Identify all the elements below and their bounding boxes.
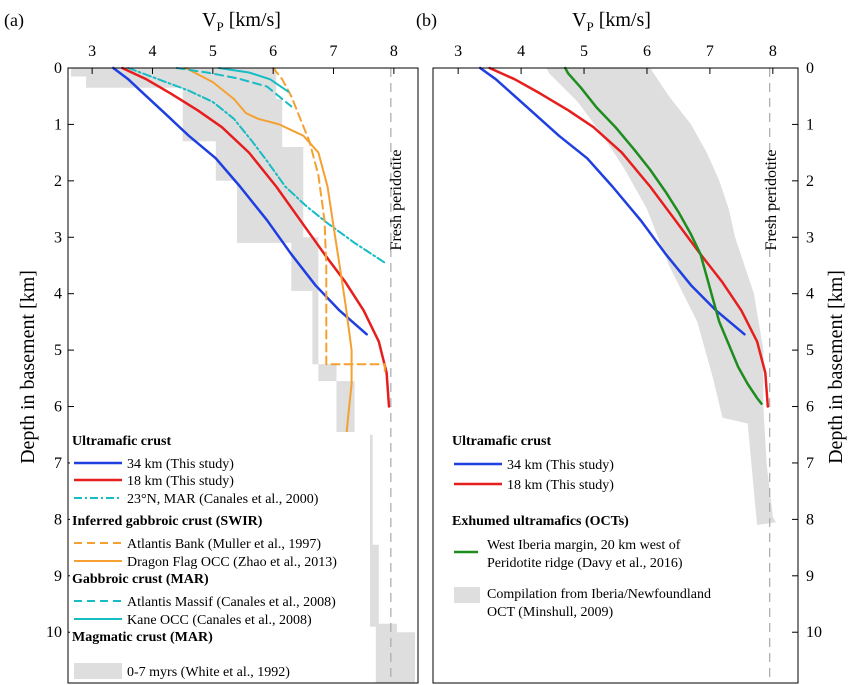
y-tick-label: 3: [806, 229, 814, 246]
legend-swatch-white-1992: [74, 663, 122, 679]
y-tick-label: 7: [806, 455, 814, 472]
y-tick-label: 9: [54, 568, 62, 585]
panel-b-y-ticks: 0 1 2 3 4 5 6 7 8 9 10: [792, 60, 822, 641]
panel-a-legend: Ultramafic crust 34 km (This study) 18 k…: [70, 432, 370, 682]
y-tick-label: 10: [46, 624, 62, 641]
y-tick-label: 5: [54, 342, 62, 359]
panel-b-legend-background: [450, 432, 735, 632]
x-tick-label: 6: [643, 43, 651, 60]
panel-b-legend: Ultramafic crust 34 km (This study) 18 k…: [450, 432, 735, 632]
panel-a-frame: [67, 67, 419, 684]
y-tick-label: 5: [806, 342, 814, 359]
x-title-unit: [km/s]: [224, 9, 281, 31]
legend-heading-gabbroic-mar: Gabbroic crust (MAR): [72, 572, 209, 587]
panel-a-tag: (a): [4, 10, 24, 31]
x-tick-label: 7: [330, 43, 338, 60]
y-tick-label: 2: [54, 173, 62, 190]
x-tick-label: 6: [269, 43, 277, 60]
panel-b: 3 4 5 6 7 8 0 1 2 3 4 5 6 7 8 9 10: [432, 43, 822, 684]
panel-a-x-axis-title: VP [km/s]: [202, 9, 281, 34]
series-line-b-1: [488, 66, 770, 408]
y-tick-label: 8: [54, 511, 62, 528]
series-line-a-4: [184, 67, 353, 445]
legend-label-34km: 34 km (This study): [127, 457, 234, 472]
panel-b-series: [478, 66, 770, 408]
legend-heading-inferred-gabbroic: Inferred gabbroic crust (SWIR): [72, 514, 263, 529]
legend-label-23n-mar: 23°N, MAR (Canales et al., 2000): [127, 492, 319, 507]
panel-a: 3 4 5 6 7 8 0 1 2 3 4 5 6 7 8 9 10: [46, 43, 419, 684]
legend-b-label-34km: 34 km (This study): [507, 458, 614, 473]
y-tick-label: 1: [806, 116, 814, 133]
x-tick-label: 5: [580, 43, 588, 60]
panel-a-series: [112, 66, 391, 445]
y-tick-label: 0: [806, 60, 814, 77]
legend-heading-magmatic: Magmatic crust (MAR): [72, 630, 213, 645]
x-tick-label: 3: [454, 43, 462, 60]
y-tick-label: 4: [806, 286, 814, 303]
series-line-a-6: [217, 67, 290, 93]
series-line-a-2: [127, 67, 386, 264]
legend-b-label-minshull-2: OCT (Minshull, 2009): [487, 605, 613, 620]
y-tick-label: 6: [806, 399, 814, 416]
x-title-v: V: [202, 9, 217, 31]
y-tick-label: 10: [806, 624, 822, 641]
panel-b-frame: [432, 67, 799, 684]
legend-label-atlantis-massif: Atlantis Massif (Canales et al., 2008): [127, 595, 336, 610]
panel-a-y-ticks: 0 1 2 3 4 5 6 7 8 9 10: [46, 60, 74, 641]
legend-heading-ultramafic: Ultramafic crust: [72, 434, 171, 449]
panel-b-tag: (b): [416, 10, 437, 31]
legend-b-heading-exhumed: Exhumed ultramafics (OCTs): [452, 514, 629, 529]
legend-label-dragon-flag: Dragon Flag OCC (Zhao et al., 2013): [127, 555, 337, 570]
panel-a-legend-background: [70, 432, 370, 682]
legend-label-atlantis-bank: Atlantis Bank (Muller et al., 1997): [127, 537, 321, 552]
legend-b-label-18km: 18 km (This study): [507, 478, 614, 493]
series-line-a-0: [112, 66, 368, 336]
legend-b-label-west-iberia-1: West Iberia margin, 20 km west of: [487, 538, 681, 553]
y-tick-label: 8: [806, 511, 814, 528]
y-tick-label: 9: [806, 568, 814, 585]
x-tick-label: 8: [769, 43, 777, 60]
panel-b-x-axis-title: VP [km/s]: [572, 9, 651, 34]
panel-b-fresh-peridotite-label: Fresh peridotite: [763, 150, 780, 251]
panel-a-x-ticks: 3 4 5 6 7 8: [88, 43, 398, 74]
legend-label-18km: 18 km (This study): [127, 474, 234, 489]
x-title-sub: P: [586, 19, 593, 34]
panel-a-fresh-peridotite-label: Fresh peridotite: [388, 150, 405, 251]
x-tick-label: 3: [88, 43, 96, 60]
legend-b-heading-ultramafic: Ultramafic crust: [452, 434, 551, 449]
x-title-unit: [km/s]: [594, 9, 651, 31]
legend-b-label-minshull-1: Compilation from Iberia/Newfoundland: [487, 587, 711, 602]
x-tick-label: 4: [148, 43, 156, 60]
band-b-0: [546, 68, 776, 525]
x-title-sub: P: [216, 19, 223, 34]
panel-a-y-axis-title: Depth in basement [km]: [17, 270, 39, 464]
panel-b-bands: [546, 68, 776, 525]
series-line-b-0: [478, 66, 746, 336]
panel-b-y-axis-title: Depth in basement [km]: [825, 270, 847, 464]
x-tick-label: 5: [209, 43, 217, 60]
y-tick-label: 4: [54, 286, 62, 303]
panel-b-x-ticks: 3 4 5 6 7 8: [454, 43, 777, 74]
series-line-a-1: [121, 66, 391, 408]
legend-b-swatch-minshull: [454, 587, 480, 603]
y-tick-label: 7: [54, 455, 62, 472]
series-line-b-2: [563, 66, 763, 405]
y-tick-label: 1: [54, 116, 62, 133]
series-line-a-5: [175, 67, 293, 108]
legend-label-white-1992: 0-7 myrs (White et al., 1992): [127, 665, 290, 680]
y-tick-label: 2: [806, 173, 814, 190]
x-tick-label: 7: [706, 43, 714, 60]
x-tick-label: 8: [390, 43, 398, 60]
legend-b-label-west-iberia-2: Peridotite ridge (Davy et al., 2016): [487, 556, 683, 571]
y-tick-label: 6: [54, 399, 62, 416]
x-title-v: V: [572, 9, 587, 31]
x-tick-label: 4: [517, 43, 525, 60]
y-tick-label: 0: [54, 60, 62, 77]
y-tick-label: 3: [54, 229, 62, 246]
legend-label-kane-occ: Kane OCC (Canales et al., 2008): [127, 613, 312, 628]
